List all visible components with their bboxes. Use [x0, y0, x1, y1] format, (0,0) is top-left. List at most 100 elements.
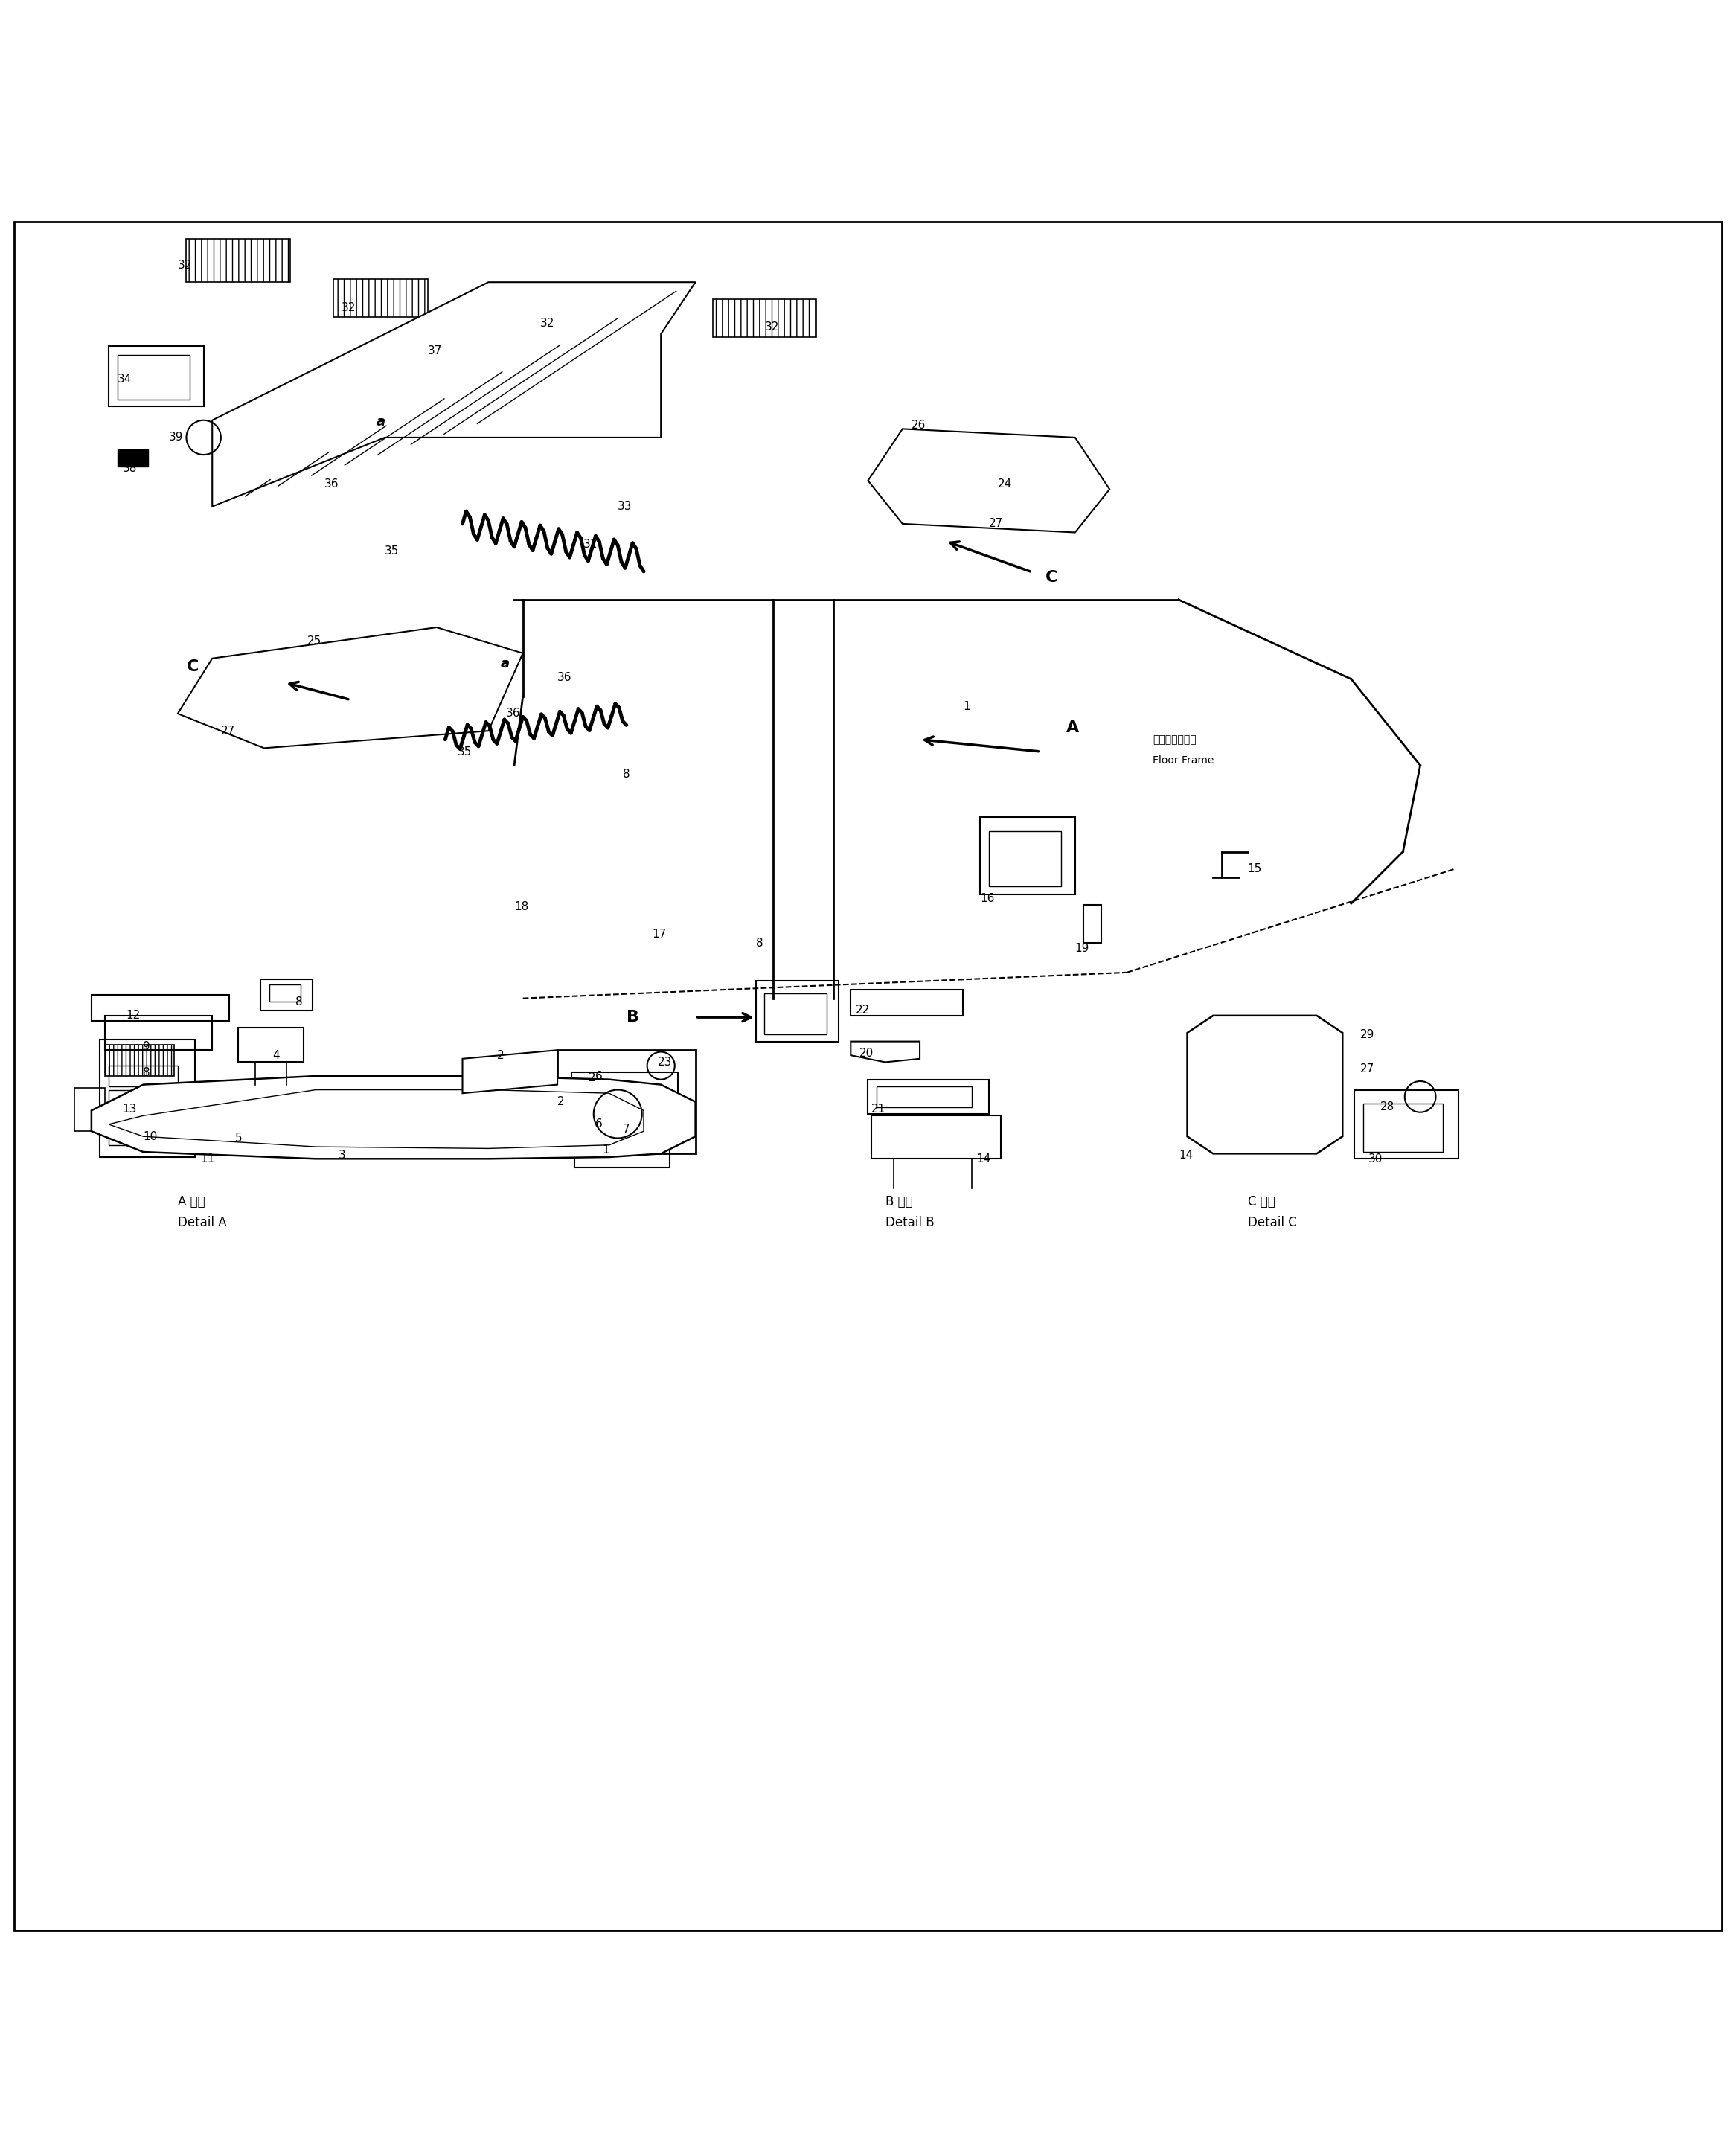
Bar [1200, 1029, 1328, 1080]
Bar [557, 1050, 696, 1153]
Bar [333, 280, 429, 316]
Bar [990, 831, 1061, 887]
Text: 36: 36 [557, 671, 571, 682]
Text: 37: 37 [429, 346, 443, 357]
Bar [269, 983, 300, 1003]
Text: 27: 27 [220, 725, 234, 736]
PathPatch shape [177, 628, 523, 749]
Text: 2: 2 [589, 1072, 595, 1082]
Bar [109, 1089, 177, 1115]
Bar [571, 1072, 679, 1141]
Text: C 祥細: C 祥細 [1248, 1194, 1274, 1209]
Bar [877, 1087, 972, 1106]
Text: 32: 32 [764, 321, 779, 334]
Text: 36: 36 [505, 708, 521, 719]
Text: 33: 33 [618, 501, 632, 512]
Bar [1354, 1089, 1458, 1158]
PathPatch shape [385, 334, 557, 394]
Bar [106, 1016, 212, 1050]
Text: 32: 32 [540, 318, 554, 329]
Text: 20: 20 [859, 1048, 873, 1059]
Bar [186, 239, 290, 282]
Bar [981, 818, 1075, 895]
Text: 39: 39 [168, 433, 184, 443]
Bar [109, 346, 203, 407]
Text: 26: 26 [911, 420, 925, 430]
Text: 13: 13 [123, 1104, 137, 1115]
Bar [911, 452, 1040, 504]
Text: 38: 38 [123, 463, 137, 473]
Bar [118, 450, 148, 467]
Bar [514, 297, 609, 334]
Text: 30: 30 [1368, 1153, 1384, 1164]
Text: Detail A: Detail A [177, 1216, 227, 1229]
Text: 8: 8 [623, 768, 630, 779]
Bar [106, 1046, 174, 1076]
PathPatch shape [868, 428, 1109, 532]
Bar [75, 1089, 106, 1132]
Text: 4: 4 [273, 1050, 279, 1061]
Text: Floor Frame: Floor Frame [1153, 755, 1213, 766]
Text: 34: 34 [118, 372, 132, 385]
Text: A: A [1066, 721, 1080, 734]
Text: フロアフレーム: フロアフレーム [1153, 734, 1196, 745]
Text: 18: 18 [514, 902, 528, 912]
Bar [118, 355, 189, 400]
Text: 28: 28 [1380, 1102, 1394, 1113]
Bar [575, 1147, 670, 1169]
Text: 14: 14 [1179, 1149, 1193, 1160]
Bar [1200, 1089, 1328, 1141]
Text: B 祥細: B 祥細 [885, 1194, 913, 1209]
Text: 23: 23 [658, 1057, 672, 1067]
Text: 22: 22 [856, 1005, 870, 1016]
PathPatch shape [212, 282, 696, 506]
PathPatch shape [462, 1050, 557, 1093]
Text: 10: 10 [144, 1130, 158, 1143]
Bar [851, 990, 963, 1016]
Text: 19: 19 [1075, 943, 1090, 953]
Text: 27: 27 [990, 519, 1003, 529]
Text: 32: 32 [177, 260, 193, 271]
Bar [1363, 1104, 1443, 1151]
Text: C: C [186, 659, 198, 674]
PathPatch shape [851, 1042, 920, 1063]
Bar [101, 1039, 194, 1158]
Bar [871, 1115, 1002, 1158]
Bar [713, 299, 816, 338]
Text: 11: 11 [200, 1153, 215, 1164]
Text: Detail B: Detail B [885, 1216, 934, 1229]
Text: 5: 5 [234, 1132, 241, 1143]
Text: 16: 16 [981, 893, 995, 904]
Bar [764, 994, 826, 1035]
Text: 8: 8 [295, 996, 302, 1007]
Text: 2: 2 [557, 1095, 564, 1108]
Bar [1083, 906, 1101, 943]
Text: 1: 1 [602, 1145, 609, 1156]
Bar [755, 981, 838, 1042]
Bar [868, 1080, 990, 1115]
Text: 32: 32 [342, 303, 356, 314]
Text: 36: 36 [325, 478, 339, 491]
Text: 12: 12 [127, 1009, 141, 1022]
Text: 7: 7 [623, 1123, 630, 1134]
Bar [109, 1065, 177, 1087]
Text: 2: 2 [496, 1050, 503, 1061]
Bar [238, 1029, 304, 1063]
Text: 1: 1 [963, 702, 970, 712]
Text: C: C [1045, 570, 1057, 585]
Text: 6: 6 [595, 1070, 602, 1082]
Text: 8: 8 [755, 938, 764, 949]
Text: 25: 25 [307, 635, 321, 648]
Bar [92, 994, 229, 1020]
Text: 6: 6 [595, 1119, 602, 1130]
Text: 21: 21 [871, 1104, 885, 1115]
Text: 8: 8 [144, 1067, 151, 1078]
Text: 14: 14 [977, 1153, 991, 1164]
Text: 31: 31 [583, 538, 597, 551]
Text: a: a [500, 656, 509, 669]
Text: 24: 24 [998, 478, 1012, 491]
Text: 29: 29 [1359, 1029, 1375, 1039]
Text: A 祥細: A 祥細 [177, 1194, 205, 1209]
Text: 35: 35 [457, 747, 472, 758]
Bar [109, 1119, 177, 1145]
